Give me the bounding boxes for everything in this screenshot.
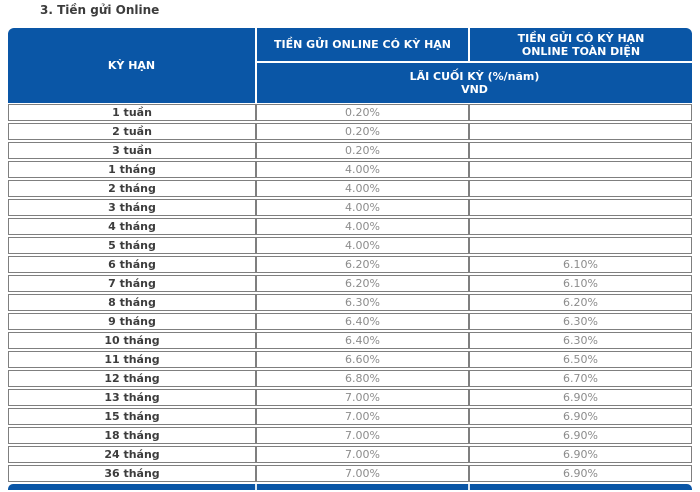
table-row: 13 tháng 7.00% 6.90% [8,389,692,406]
table-row: 5 tháng 4.00% [8,237,692,254]
term-cell: 8 tháng [108,296,156,309]
rate-online-cell: 4.00% [255,162,468,177]
table-row: 7 tháng 6.20% 6.10% [8,275,692,292]
rate-online-cell: 0.20% [255,143,468,158]
table-row: 15 tháng 7.00% 6.90% [8,408,692,425]
next-header-separator [468,484,470,490]
rate-online-cell: 4.00% [255,219,468,234]
table-row: 4 tháng 4.00% [8,218,692,235]
rate-online-cell: 6.80% [255,371,468,386]
term-cell: 6 tháng [108,258,156,271]
rate-toandien-cell [468,105,691,120]
term-cell: 4 tháng [108,220,156,233]
rate-toandien-cell [468,143,691,158]
rate-online-cell: 6.40% [255,314,468,329]
table-row: 6 tháng 6.20% 6.10% [8,256,692,273]
table-row: 3 tuần 0.20% [8,142,692,159]
table-body: 1 tuần 0.20% 2 tuần 0.20% 3 tuần 0.20% 1… [8,104,692,482]
table-row: 3 tháng 4.00% [8,199,692,216]
rate-toandien-cell [468,124,691,139]
header-term-label: KỲ HẠN [107,59,156,72]
table-row: 2 tuần 0.20% [8,123,692,140]
term-cell: 5 tháng [108,239,156,252]
table-row: 18 tháng 7.00% 6.90% [8,427,692,444]
table-row: 9 tháng 6.40% 6.30% [8,313,692,330]
term-cell: 2 tuần [112,125,152,138]
rate-toandien-cell: 6.10% [468,257,691,272]
header-online-fixed: TIỀN GỬI ONLINE CÓ KỲ HẠN [255,28,468,61]
rate-toandien-cell: 6.30% [468,333,691,348]
term-cell: 12 tháng [104,372,160,385]
rate-online-cell: 6.60% [255,352,468,367]
rate-online-cell: 4.00% [255,200,468,215]
header-online-fixed-label: TIỀN GỬI ONLINE CÓ KỲ HẠN [274,38,451,51]
rate-online-cell: 7.00% [255,390,468,405]
next-table-header-cutoff [8,484,692,490]
rate-toandien-cell [468,162,691,177]
table-row: 10 tháng 6.40% 6.30% [8,332,692,349]
rate-online-cell: 7.00% [255,447,468,462]
term-cell: 1 tháng [108,163,156,176]
term-cell: 3 tuần [112,144,152,157]
rate-online-cell: 7.00% [255,428,468,443]
term-cell: 13 tháng [104,391,160,404]
rate-online-cell: 0.20% [255,124,468,139]
term-cell: 1 tuần [112,106,152,119]
term-cell: 2 tháng [108,182,156,195]
rate-online-cell: 0.20% [255,105,468,120]
term-cell: 36 tháng [104,467,160,480]
rate-online-cell: 4.00% [255,181,468,196]
table-row: 11 tháng 6.60% 6.50% [8,351,692,368]
rate-toandien-cell: 6.20% [468,295,691,310]
term-cell: 18 tháng [104,429,160,442]
rate-toandien-cell: 6.90% [468,466,691,481]
term-cell: 15 tháng [104,410,160,423]
header-toan-dien-line2: ONLINE TOÀN DIỆN [521,44,641,58]
rate-online-cell: 4.00% [255,238,468,253]
rate-toandien-cell: 6.90% [468,409,691,424]
section-title: 3. Tiền gửi Online [40,3,160,17]
rate-toandien-cell: 6.30% [468,314,691,329]
rate-toandien-cell [468,219,691,234]
table-row: 1 tuần 0.20% [8,104,692,121]
rate-toandien-cell: 6.90% [468,390,691,405]
term-cell: 9 tháng [108,315,156,328]
rate-online-cell: 7.00% [255,409,468,424]
rate-toandien-cell [468,238,691,253]
rate-online-cell: 6.20% [255,257,468,272]
interest-type-label: LÃI CUỐI KỲ (%/năm) [409,70,540,83]
rate-toandien-cell: 6.90% [468,447,691,462]
header-term: KỲ HẠN [8,28,255,103]
term-cell: 11 tháng [104,353,160,366]
term-cell: 7 tháng [108,277,156,290]
table-row: 24 tháng 7.00% 6.90% [8,446,692,463]
rate-toandien-cell: 6.10% [468,276,691,291]
header-online-toan-dien: TIỀN GỬI CÓ KỲ HẠN ONLINE TOÀN DIỆN [468,28,692,61]
rate-online-cell: 6.20% [255,276,468,291]
table-row: 12 tháng 6.80% 6.70% [8,370,692,387]
rate-toandien-cell [468,181,691,196]
rate-toandien-cell [468,200,691,215]
term-cell: 10 tháng [104,334,160,347]
table-row: 36 tháng 7.00% 6.90% [8,465,692,482]
table-header: KỲ HẠN TIỀN GỬI ONLINE CÓ KỲ HẠN TIỀN GỬ… [8,28,692,103]
rate-toandien-cell: 6.70% [468,371,691,386]
header-interest-type: LÃI CUỐI KỲ (%/năm) VND [255,61,692,103]
rate-toandien-cell: 6.50% [468,352,691,367]
rate-online-cell: 6.40% [255,333,468,348]
rate-toandien-cell: 6.90% [468,428,691,443]
term-cell: 24 tháng [104,448,160,461]
deposit-rate-table: KỲ HẠN TIỀN GỬI ONLINE CÓ KỲ HẠN TIỀN GỬ… [8,28,692,490]
next-header-separator [255,484,257,490]
rate-online-cell: 6.30% [255,295,468,310]
table-row: 1 tháng 4.00% [8,161,692,178]
rate-online-cell: 7.00% [255,466,468,481]
currency-label: VND [461,83,488,96]
term-cell: 3 tháng [108,201,156,214]
table-row: 8 tháng 6.30% 6.20% [8,294,692,311]
table-row: 2 tháng 4.00% [8,180,692,197]
header-toan-dien-line1: TIỀN GỬI CÓ KỲ HẠN [517,31,645,45]
